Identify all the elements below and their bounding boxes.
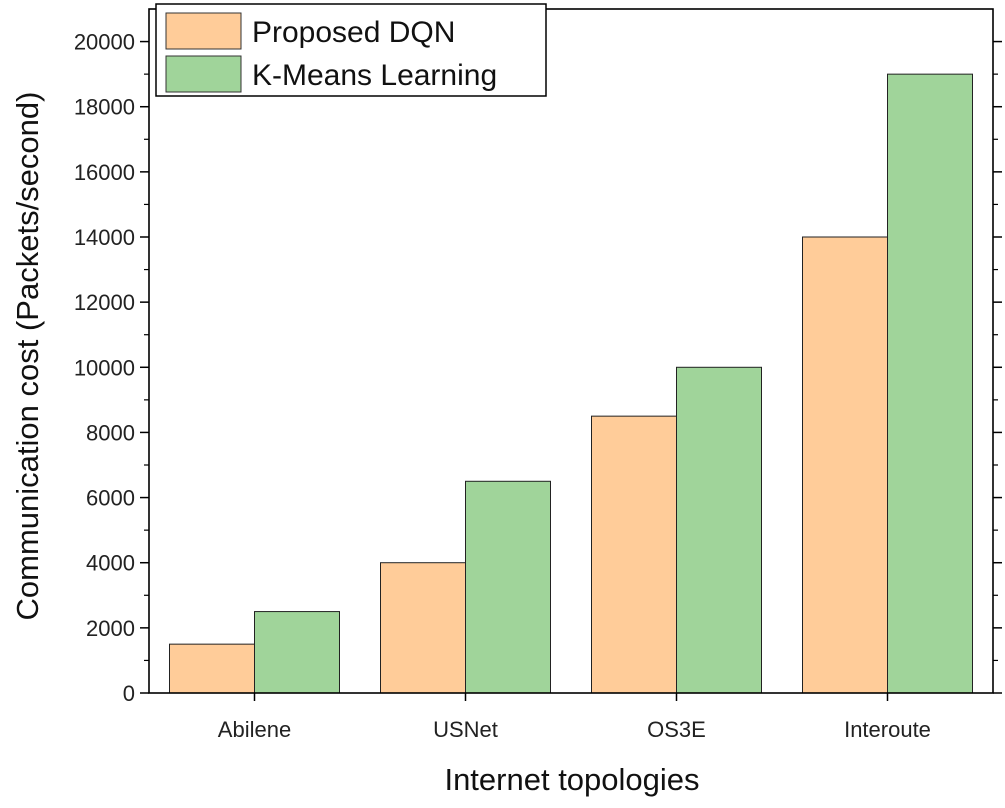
legend-swatch-kmeans-learning [165,55,242,93]
bar-proposed-dqn-usnet [380,562,466,694]
bar-k-means-learning-interoute [887,73,973,694]
x-tick-label-os3e: OS3E [647,717,706,742]
y-tick-label-18000: 18000 [74,95,135,120]
y-tick-label-20000: 20000 [74,30,135,55]
y-tick-label-10000: 10000 [74,355,135,380]
legend-swatch-proposed-dqn [165,12,242,50]
x-tick-label-abilene: Abilene [218,717,291,742]
x-tick-label-usnet: USNet [433,717,498,742]
x-axis-title: Internet topologies [444,762,699,797]
bar-proposed-dqn-interoute [802,236,888,694]
bar-k-means-learning-os3e [676,366,762,694]
y-axis-title: Communication cost (Packets/second) [10,92,45,621]
x-tick-label-interoute: Interoute [844,717,931,742]
y-tick-label-0: 0 [123,681,135,706]
legend-label-kmeans-learning: K-Means Learning [252,59,497,92]
y-tick-label-6000: 6000 [86,486,135,511]
bar-proposed-dqn-abilene [169,643,255,694]
y-tick-label-12000: 12000 [74,290,135,315]
y-tick-label-2000: 2000 [86,616,135,641]
bar-k-means-learning-abilene [254,611,340,694]
legend: Proposed DQN K-Means Learning [155,3,547,97]
y-tick-label-4000: 4000 [86,551,135,576]
y-tick-label-8000: 8000 [86,420,135,445]
bar-k-means-learning-usnet [465,480,551,694]
axes-layer: Abilene USNet OS3E Interoute 0 2000 4000 6000 80… [74,8,1002,742]
y-tick-label-16000: 16000 [74,160,135,185]
bar-proposed-dqn-os3e [591,415,677,694]
legend-label-proposed-dqn: Proposed DQN [252,16,455,49]
y-tick-label-14000: 14000 [74,225,135,250]
plot-frame [148,8,994,694]
bars-layer [169,73,973,694]
